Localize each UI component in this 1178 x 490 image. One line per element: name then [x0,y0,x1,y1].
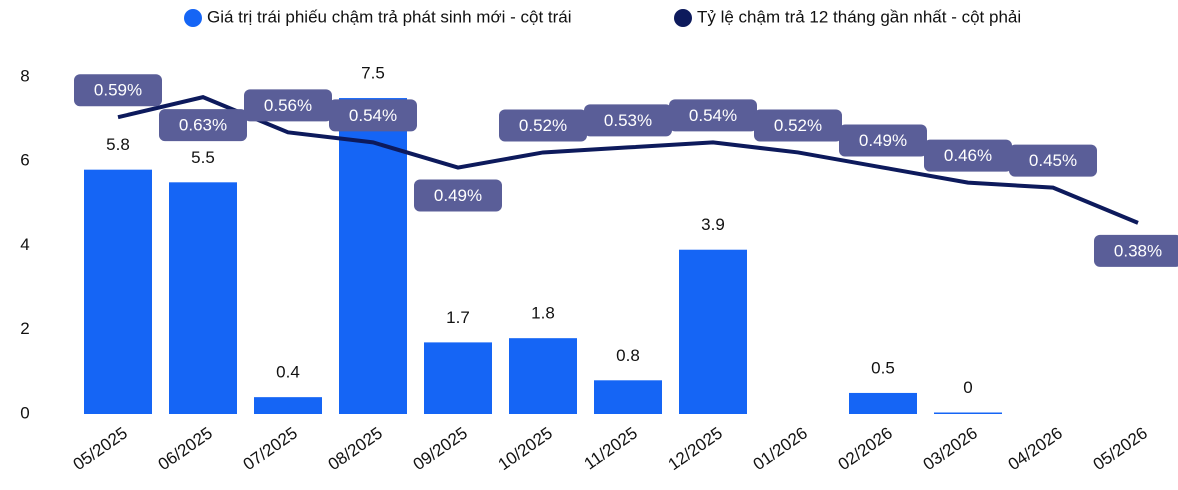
x-tick-label: 08/2025 [325,423,386,474]
data-label-box [499,109,587,142]
line-value-label: 0.46% [944,146,992,165]
x-tick-label: 02/2026 [835,423,896,474]
line-value-label: 0.38% [1114,241,1162,260]
line-value-label: 0.63% [179,116,227,135]
x-tick-label: 03/2026 [920,423,981,474]
legend-label: Giá trị trái phiếu chậm trả phát sinh mớ… [207,7,572,26]
bar [849,392,917,414]
data-label-box [584,104,672,137]
bar [84,169,152,414]
legend-marker [674,9,692,27]
x-tick-label: 04/2026 [1005,423,1066,474]
x-tick-label: 05/2026 [1090,423,1151,474]
y-tick-label: 0 [20,403,29,422]
data-label-box [924,139,1012,172]
data-label-box [74,74,162,107]
x-tick-label: 06/2025 [155,423,216,474]
line-value-label: 0.53% [604,111,652,130]
bar-value-label: 0.4 [276,363,300,382]
x-tick-label: 12/2025 [665,423,726,474]
bar-value-label: 0.8 [616,346,640,365]
data-label-box [754,109,842,142]
line-value-label: 0.54% [349,106,397,125]
x-tick-label: 01/2026 [750,423,811,474]
data-label-box [414,179,502,212]
line-value-label: 0.45% [1029,151,1077,170]
bar [509,338,577,414]
bar [934,412,1002,414]
line [117,95,1139,225]
data-label-box [839,124,927,157]
x-tick-label: 07/2025 [240,423,301,474]
bar-value-label: 3.9 [701,215,725,234]
y-tick-label: 4 [20,235,29,254]
data-label-box [669,99,757,132]
bar [169,182,237,414]
bar-value-label: 5.5 [191,148,215,167]
legend-label: Tỷ lệ chậm trả 12 tháng gần nhất - cột p… [697,7,1021,26]
line-value-label: 0.52% [519,116,567,135]
data-label-box [159,109,247,142]
bar-value-label: 7.5 [361,64,385,83]
y-tick-label: 2 [20,319,29,338]
line-value-label: 0.49% [434,186,482,205]
bar-value-label: 1.7 [446,308,470,327]
data-label-box [244,89,332,122]
legend-marker [184,9,202,27]
bar-value-label: 1.8 [531,304,555,323]
bar-value-label: 0 [963,378,972,397]
line-value-label: 0.54% [689,106,737,125]
data-label-box [1094,234,1178,267]
bar [339,98,407,414]
line-value-label: 0.56% [264,96,312,115]
bar [679,249,747,414]
bar [254,397,322,414]
bar-value-label: 5.8 [106,135,130,154]
line-value-label: 0.59% [94,81,142,100]
x-tick-label: 09/2025 [410,423,471,474]
data-label-box [329,99,417,132]
bar-value-label: 0.5 [871,358,895,377]
x-tick-label: 05/2025 [70,423,131,474]
bar [594,380,662,414]
line-value-label: 0.52% [774,116,822,135]
x-tick-label: 11/2025 [581,423,641,473]
y-tick-label: 6 [20,151,29,170]
line-value-label: 0.49% [859,131,907,150]
bar [424,342,492,414]
data-label-box [1009,144,1097,177]
y-tick-label: 8 [20,66,29,85]
x-tick-label: 10/2025 [495,423,556,474]
